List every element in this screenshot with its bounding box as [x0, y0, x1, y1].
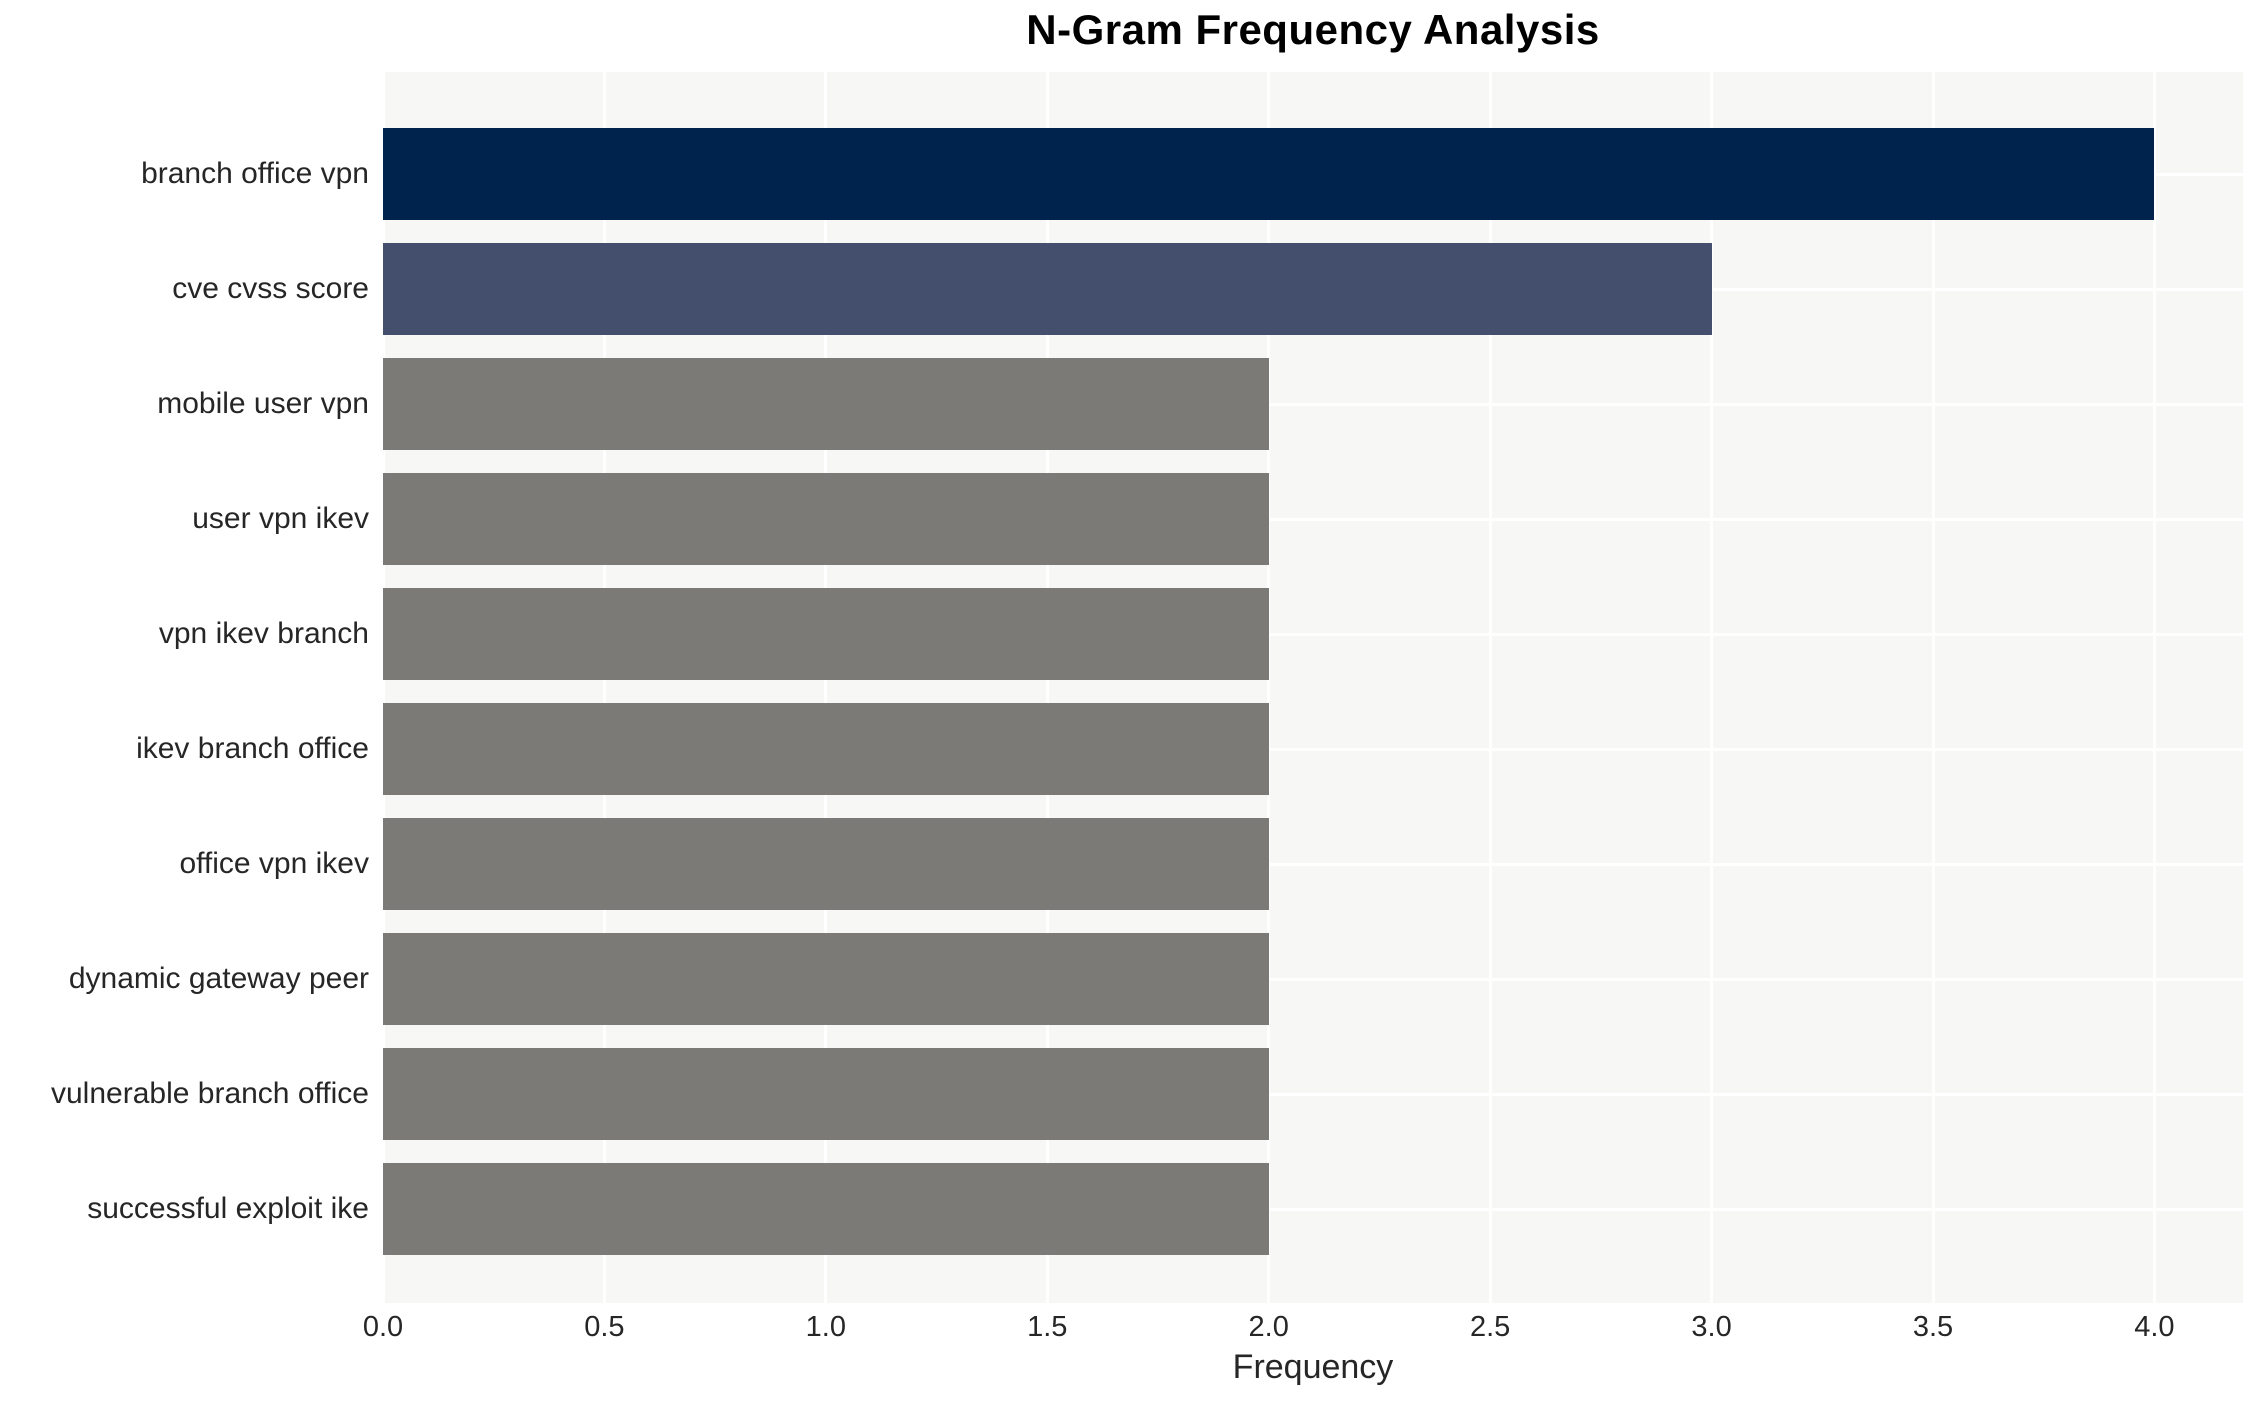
gridline-horizontal	[383, 977, 2243, 981]
y-tick-label: dynamic gateway peer	[68, 962, 369, 995]
y-tick-label: vulnerable branch office	[51, 1077, 369, 1110]
gridline-vertical	[824, 72, 828, 1303]
x-tick-label: 0.5	[584, 1311, 625, 1343]
y-tick-label: ikev branch office	[136, 732, 369, 765]
bar-user-vpn-ikev	[383, 473, 1269, 565]
gridline-vertical	[2152, 72, 2156, 1303]
gridline-horizontal	[383, 1207, 2243, 1211]
x-tick-label: 1.5	[1027, 1311, 1068, 1343]
bar-cve-cvss-score	[383, 243, 1712, 335]
gridline-vertical	[383, 72, 385, 1303]
gridline-horizontal	[383, 862, 2243, 866]
y-tick-label: mobile user vpn	[157, 387, 369, 420]
gridline-horizontal	[383, 632, 2243, 636]
bar-branch-office-vpn	[383, 128, 2155, 220]
bar-dynamic-gateway-peer	[383, 933, 1269, 1025]
gridline-vertical	[1045, 72, 1049, 1303]
bar-ikev-branch-office	[383, 703, 1269, 795]
bar-office-vpn-ikev	[383, 818, 1269, 910]
x-tick-label: 2.0	[1248, 1311, 1289, 1343]
chart-title: N-Gram Frequency Analysis	[1026, 6, 1600, 53]
gridline-vertical	[1267, 72, 1271, 1303]
bar-successful-exploit-ike	[383, 1163, 1269, 1255]
x-tick-label: 4.0	[2134, 1311, 2175, 1343]
bar-vulnerable-branch-office	[383, 1048, 1269, 1140]
bar-vpn-ikev-branch	[383, 588, 1269, 680]
y-tick-label: office vpn ikev	[179, 847, 369, 880]
y-tick-label: successful exploit ike	[87, 1192, 369, 1225]
y-tick-label: user vpn ikev	[192, 502, 369, 535]
gridline-horizontal	[383, 517, 2243, 521]
x-tick-label: 0.0	[362, 1311, 404, 1343]
y-tick-label: branch office vpn	[141, 157, 369, 190]
plot-area	[383, 72, 2243, 1303]
gridline-vertical	[1931, 72, 1935, 1303]
gridline-vertical	[1488, 72, 1492, 1303]
gridline-horizontal	[383, 402, 2243, 406]
x-tick-label: 2.5	[1469, 1311, 1511, 1343]
y-tick-label: cve cvss score	[172, 272, 369, 305]
x-tick-label: 3.0	[1691, 1311, 1732, 1343]
x-tick-label: 1.0	[805, 1311, 846, 1343]
gridline-horizontal	[383, 1092, 2243, 1096]
gridline-vertical	[1710, 72, 1714, 1303]
gridline-horizontal	[383, 747, 2243, 751]
gridline-vertical	[602, 72, 606, 1303]
y-tick-label: vpn ikev branch	[158, 617, 369, 650]
x-axis-label: Frequency	[1232, 1348, 1394, 1386]
x-tick-label: 3.5	[1912, 1311, 1954, 1343]
bar-mobile-user-vpn	[383, 358, 1269, 450]
